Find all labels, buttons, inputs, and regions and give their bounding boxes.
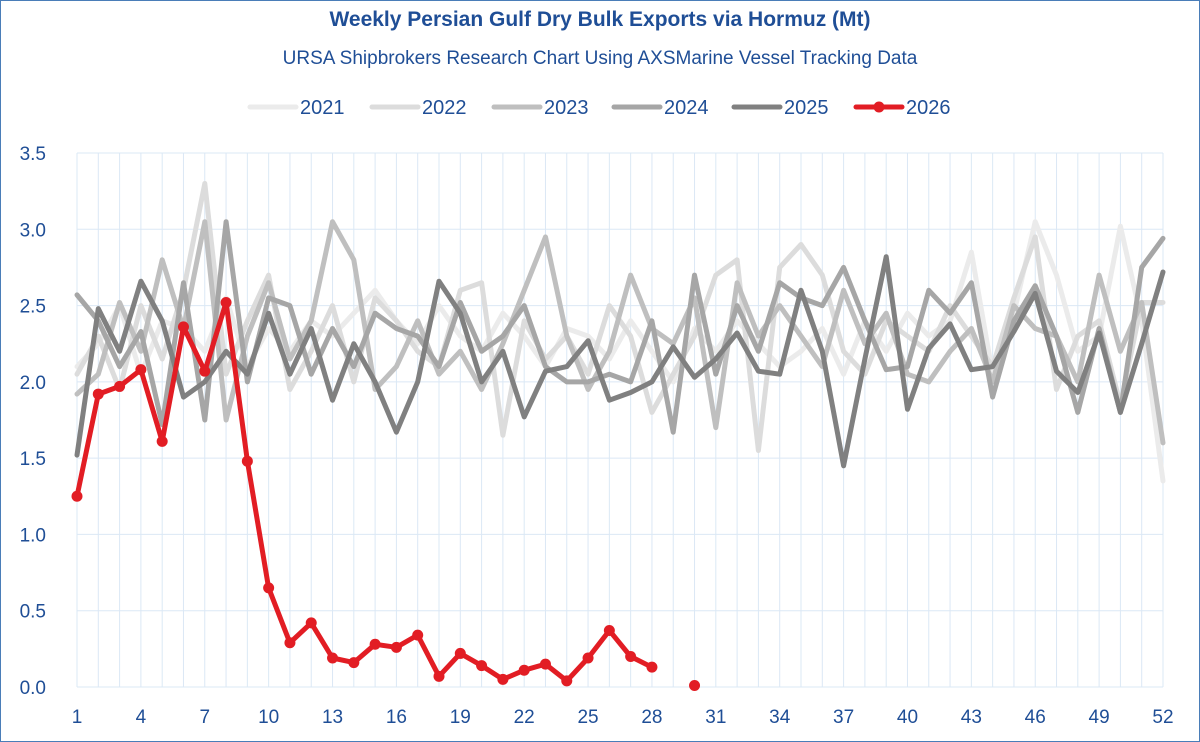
y-tick-label: 2.5: [20, 297, 46, 318]
y-tick-label: 1.5: [20, 449, 46, 470]
x-tick-label: 7: [199, 707, 210, 728]
data-point-2026: [369, 638, 381, 650]
data-point-2026: [603, 625, 615, 637]
x-tick-label: 13: [322, 707, 343, 728]
data-point-2026: [199, 365, 211, 377]
x-tick-label: 52: [1152, 707, 1173, 728]
data-point-2026: [582, 652, 594, 664]
y-tick-label: 0.0: [20, 678, 46, 699]
series-2026: [71, 297, 701, 691]
data-point-2026: [348, 657, 360, 669]
legend-marker-2026: [873, 101, 885, 113]
y-tick-label: 1.0: [20, 525, 46, 546]
x-tick-label: 40: [897, 707, 918, 728]
data-point-2026: [327, 652, 339, 664]
data-point-2026: [220, 297, 232, 309]
legend-label-2021: 2021: [300, 97, 345, 119]
data-point-2026: [114, 380, 126, 392]
data-point-2026: [689, 679, 701, 691]
data-point-2026: [454, 647, 466, 659]
data-point-2026: [476, 660, 488, 672]
legend-label-2023: 2023: [544, 97, 589, 119]
x-tick-label: 1: [72, 707, 83, 728]
data-point-2026: [561, 675, 573, 687]
series-line-2026: [74, 300, 655, 684]
data-point-2026: [284, 637, 296, 649]
data-point-2026: [539, 658, 551, 670]
y-tick-label: 3.5: [20, 144, 46, 165]
data-point-2026: [156, 435, 168, 447]
series-line-2023: [74, 219, 1166, 446]
y-tick-label: 2.0: [20, 373, 46, 394]
data-point-2026: [390, 641, 402, 653]
x-tick-label: 28: [641, 707, 662, 728]
data-point-2026: [646, 661, 658, 673]
data-point-2026: [92, 388, 104, 400]
x-tick-label: 43: [961, 707, 982, 728]
legend: 2021 2022 2023 2024 2025 2026: [247, 97, 951, 119]
data-point-2026: [177, 321, 189, 333]
legend-label-2025: 2025: [784, 97, 829, 119]
y-tick-label: 0.5: [20, 602, 46, 623]
data-point-2026: [625, 650, 637, 662]
data-point-2026: [497, 673, 509, 685]
legend-label-2024: 2024: [664, 97, 709, 119]
data-point-2026: [135, 364, 147, 376]
series-2025: [74, 254, 1166, 469]
y-tick-label: 3.0: [20, 220, 46, 241]
data-point-2026: [263, 582, 275, 594]
x-tick-label: 4: [136, 707, 147, 728]
x-tick-label: 31: [705, 707, 726, 728]
x-tick-label: 34: [769, 707, 791, 728]
data-point-2026: [241, 455, 253, 467]
data-point-2026: [71, 490, 83, 502]
chart-subtitle: URSA Shipbrokers Research Chart Using AX…: [282, 48, 918, 69]
series-2023: [74, 219, 1166, 446]
x-tick-label: 25: [577, 707, 598, 728]
legend-label-2026: 2026: [906, 97, 951, 119]
x-tick-label: 16: [386, 707, 407, 728]
x-tick-label: 10: [258, 707, 279, 728]
data-point-2026: [305, 617, 317, 629]
series-line-2025: [74, 254, 1166, 469]
x-tick-label: 46: [1025, 707, 1046, 728]
data-point-2026: [412, 629, 424, 641]
x-tick-label: 19: [450, 707, 471, 728]
chart-title: Weekly Persian Gulf Dry Bulk Exports via…: [329, 8, 871, 31]
x-tick-label: 22: [514, 707, 535, 728]
x-tick-label: 37: [833, 707, 854, 728]
x-tick-label: 49: [1089, 707, 1110, 728]
legend-label-2022: 2022: [422, 97, 467, 119]
data-point-2026: [518, 664, 530, 676]
data-point-2026: [433, 670, 445, 682]
